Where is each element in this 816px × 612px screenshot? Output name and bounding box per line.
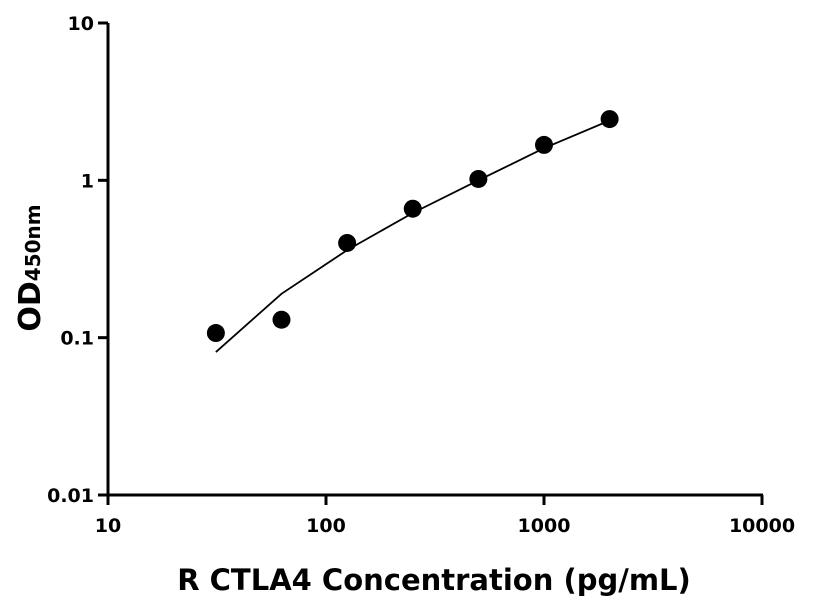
y-axis-label-subscript: 450nm [21, 204, 45, 281]
data-point [272, 310, 291, 329]
x-tick-label: 10000 [729, 515, 795, 537]
data-point [206, 324, 225, 343]
fit-curve [215, 119, 610, 353]
data-point [469, 169, 488, 188]
data-point [535, 135, 553, 154]
y-tick-label: 1 [81, 170, 94, 192]
x-tick-label: 1000 [518, 515, 571, 537]
y-tick-label: 10 [68, 13, 94, 35]
y-axis-label-main: OD [13, 281, 48, 331]
y-tick-label: 0.01 [47, 485, 94, 507]
x-axis-label: R CTLA4 Concentration (pg/mL) [177, 563, 691, 597]
data-point [600, 110, 619, 129]
data-point [403, 199, 422, 218]
y-axis-label: OD450nm [13, 204, 48, 331]
x-tick-label: 100 [306, 515, 346, 537]
x-tick-label: 10 [95, 515, 121, 537]
y-tick-label: 0.1 [60, 328, 94, 350]
